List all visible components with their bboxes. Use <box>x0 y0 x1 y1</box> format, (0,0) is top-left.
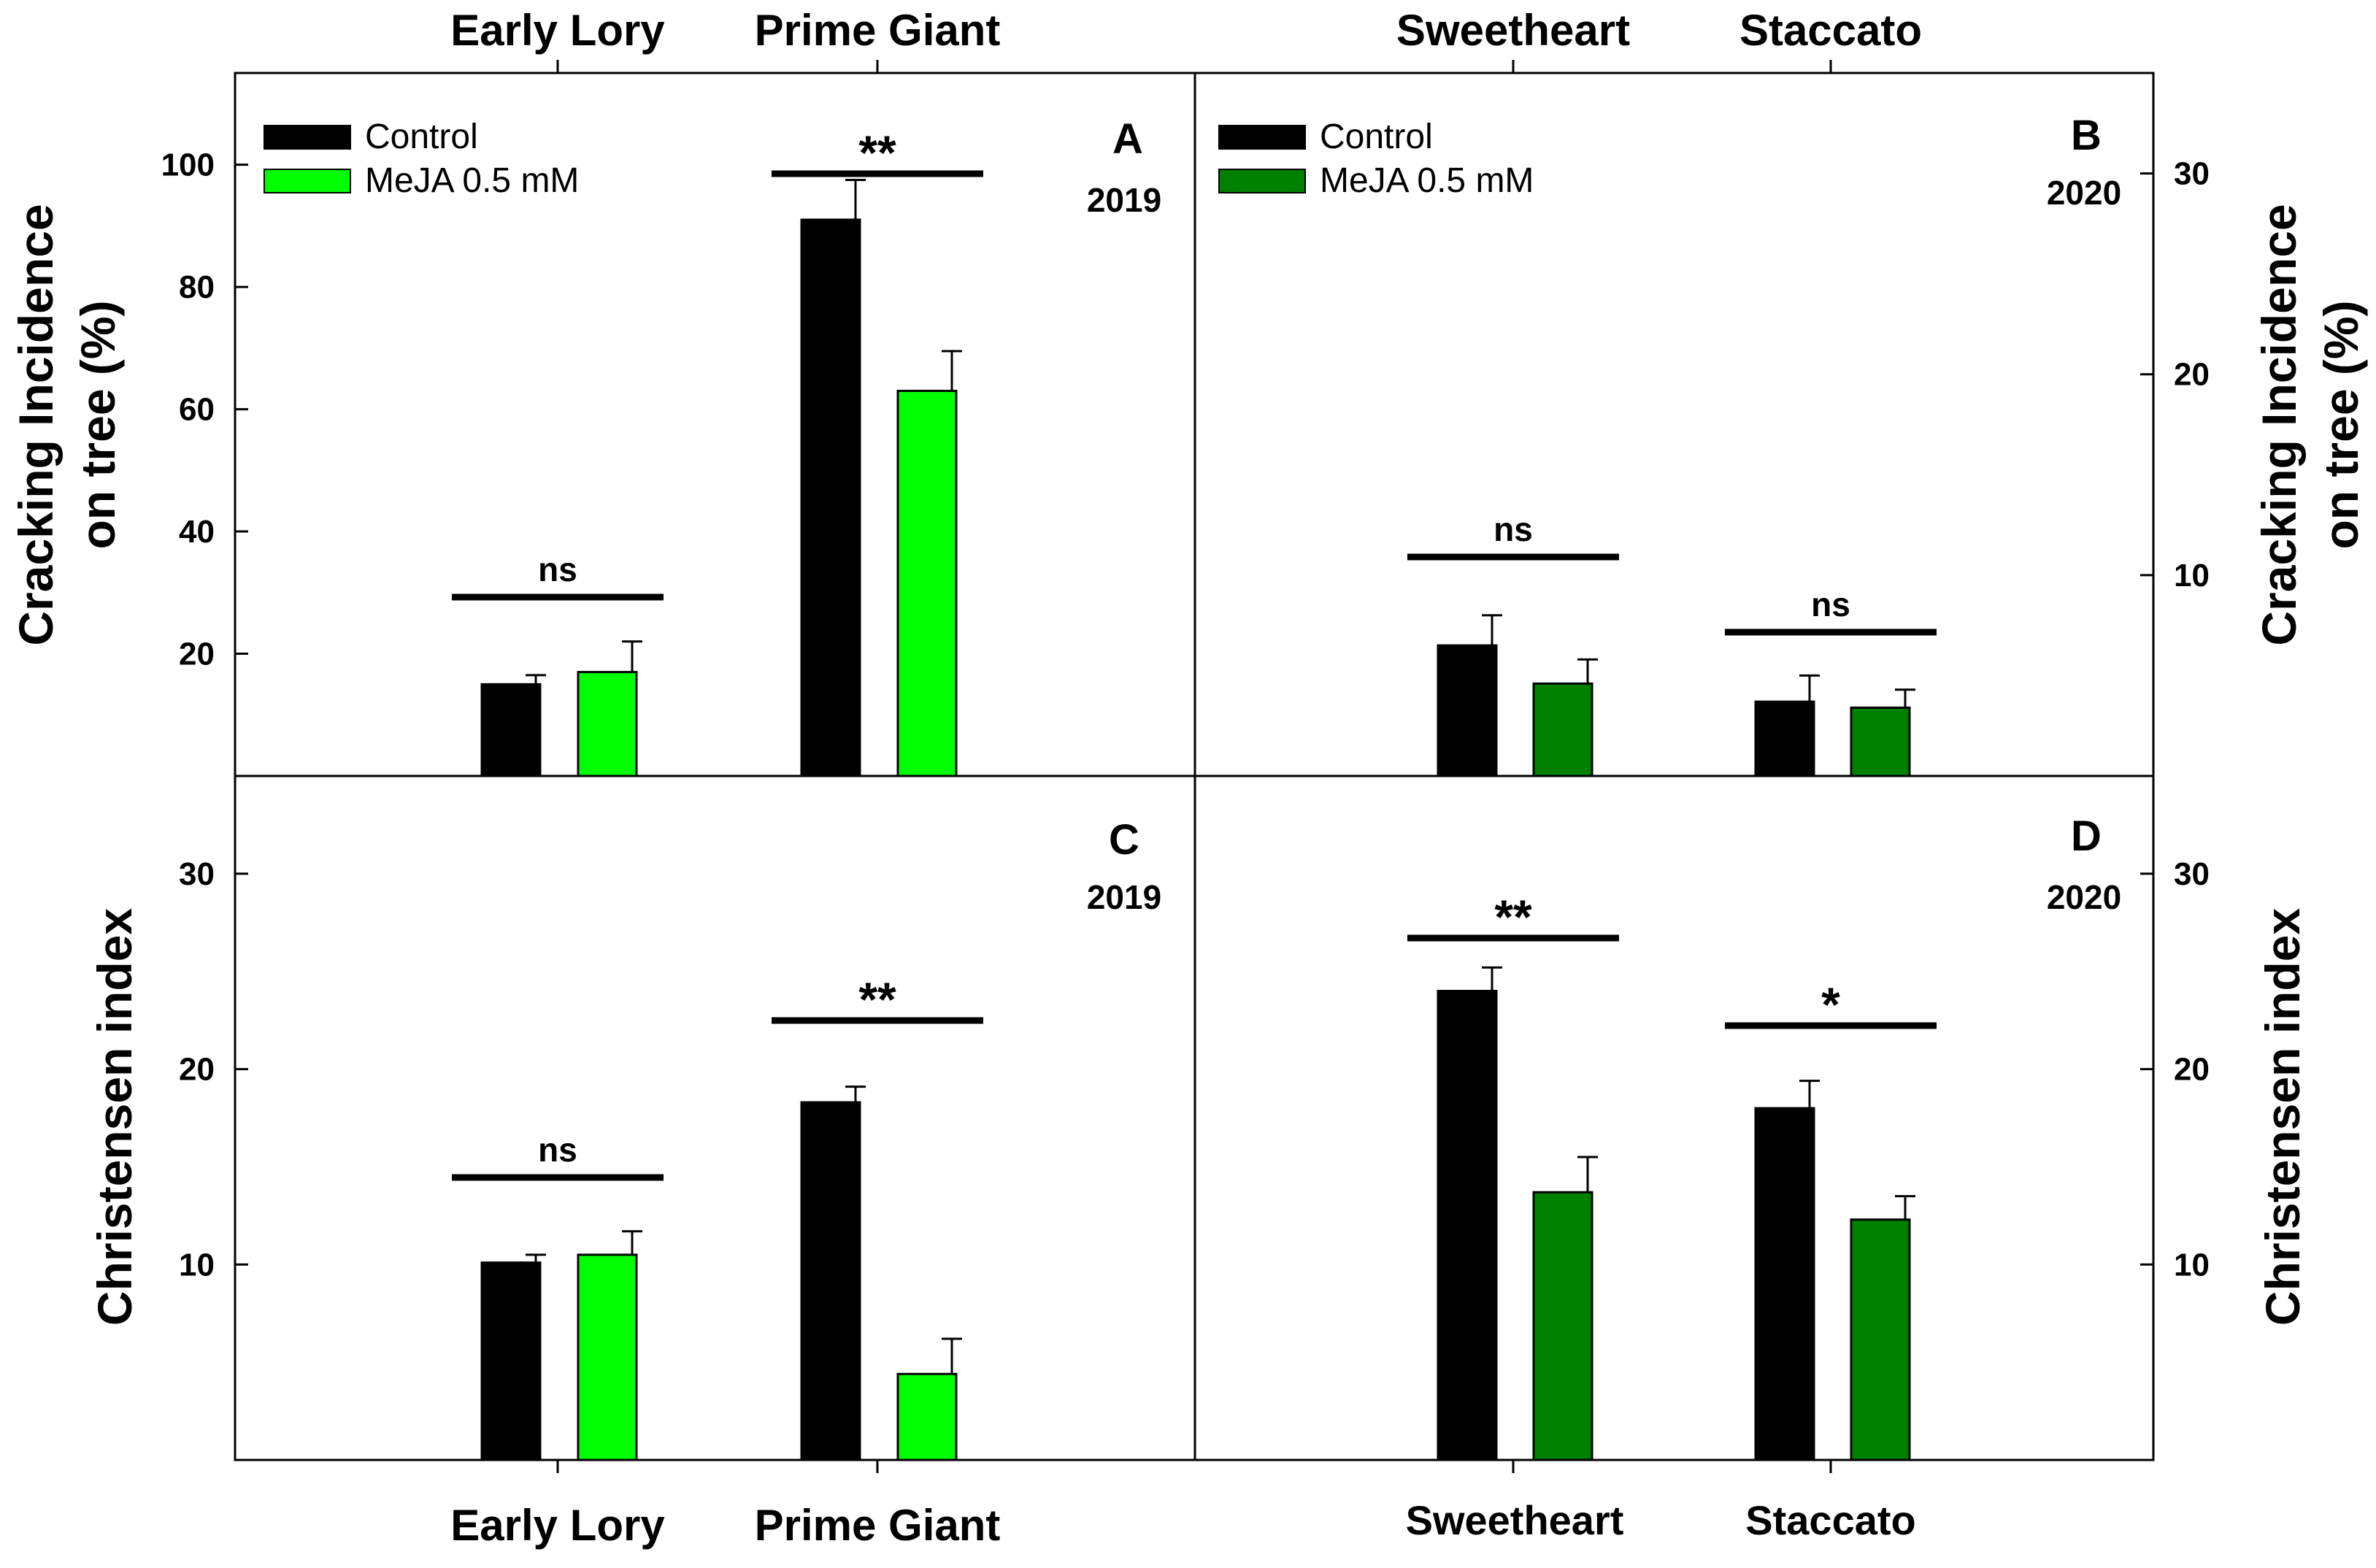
top-category-label-sweetheart: Sweetheart <box>1396 6 1630 55</box>
bar-a-meja-1 <box>896 389 958 777</box>
top-category-label-early-lory: Early Lory <box>450 6 665 55</box>
bar-b-control-0 <box>1437 644 1498 777</box>
legend-swatch-control-b <box>1218 125 1306 150</box>
panel-year-b: 2020 <box>2047 174 2121 212</box>
panel-letter-a: A <box>1112 115 1143 163</box>
y-tick-label-a-80: 80 <box>179 269 215 305</box>
bar-a-control-1 <box>800 218 861 777</box>
significance-label-b-1: ns <box>1811 585 1850 623</box>
y-tick-label-c-20: 20 <box>179 1052 215 1088</box>
significance-label-c-0: ns <box>538 1131 577 1169</box>
chart-marks: 20 40 60 80 100 ns ** 10 20 30 ns ns 10 20 30 ns ** 10 20 3… <box>161 60 2210 1473</box>
y-axis-title-top-left-line2: on tree (%) <box>71 300 125 549</box>
legend-b: Control MeJA 0.5 mM <box>1218 118 1534 200</box>
legend-label-meja-b: MeJA 0.5 mM <box>1320 161 1534 200</box>
y-tick-label-a-40: 40 <box>179 514 215 550</box>
panel-year-a: 2019 <box>1087 181 1161 219</box>
bar-d-control-1 <box>1754 1107 1815 1461</box>
legend-swatch-meja-b <box>1218 169 1306 193</box>
top-category-label-prime-giant: Prime Giant <box>755 6 1001 55</box>
y-axis-title-bottom-left: Christensen index <box>88 908 142 1326</box>
y-axis-title-top-right-line1: Cracking Incidence <box>2252 204 2306 645</box>
panel-letter-b: B <box>2071 112 2102 159</box>
bar-c-control-0 <box>480 1261 542 1461</box>
panel-letter-d: D <box>2071 812 2102 860</box>
significance-label-d-1: * <box>1821 977 1840 1031</box>
bar-b-meja-1 <box>1850 706 1911 777</box>
y-tick-label-a-20: 20 <box>179 637 215 672</box>
legend-a: Control MeJA 0.5 mM <box>264 118 579 200</box>
bottom-category-label-sweetheart: Sweetheart <box>1406 1497 1624 1543</box>
y-tick-label-a-60: 60 <box>179 392 215 428</box>
top-category-label-staccato: Staccato <box>1739 6 1922 55</box>
bar-a-control-0 <box>480 683 542 777</box>
significance-label-b-0: ns <box>1493 510 1533 548</box>
y-tick-label-b-20: 20 <box>2174 357 2210 393</box>
panel-letter-c: C <box>1109 816 1139 864</box>
legend-label-control-a: Control <box>365 118 478 156</box>
significance-label-a-1: ** <box>858 126 896 180</box>
bar-c-control-1 <box>800 1101 861 1461</box>
bar-b-meja-0 <box>1532 682 1593 777</box>
y-tick-label-d-20: 20 <box>2174 1052 2210 1088</box>
legend-label-control-b: Control <box>1320 118 1433 156</box>
legend-swatch-control-a <box>264 125 351 150</box>
y-axis-title-top-right-line2: on tree (%) <box>2314 300 2368 549</box>
y-tick-label-b-10: 10 <box>2174 558 2210 593</box>
bar-c-meja-1 <box>896 1372 958 1461</box>
bottom-category-label-early-lory: Early Lory <box>450 1501 665 1550</box>
significance-label-c-1: ** <box>858 972 896 1026</box>
bottom-category-label-staccato: Staccato <box>1745 1497 1915 1543</box>
y-tick-label-d-30: 30 <box>2174 856 2210 892</box>
bar-d-meja-1 <box>1850 1218 1911 1461</box>
bar-a-meja-0 <box>577 671 638 777</box>
panel-year-d: 2020 <box>2047 878 2121 916</box>
y-tick-label-a-100: 100 <box>161 147 215 183</box>
y-tick-label-c-10: 10 <box>179 1247 215 1283</box>
significance-label-a-0: ns <box>538 550 577 588</box>
bar-b-control-1 <box>1754 700 1815 777</box>
bar-d-meja-0 <box>1532 1191 1593 1461</box>
panel-year-c: 2019 <box>1087 878 1161 916</box>
legend-swatch-meja-a <box>264 169 351 193</box>
bottom-category-label-prime-giant: Prime Giant <box>755 1501 1001 1550</box>
bar-c-meja-0 <box>577 1253 638 1461</box>
y-tick-label-c-30: 30 <box>179 856 215 892</box>
y-axis-title-top-left-line1: Cracking Incidence <box>9 204 63 645</box>
significance-label-d-0: ** <box>1494 890 1532 944</box>
y-tick-label-b-30: 30 <box>2174 156 2210 192</box>
legend-label-meja-a: MeJA 0.5 mM <box>365 161 579 200</box>
bar-d-control-0 <box>1437 989 1498 1461</box>
y-tick-label-d-10: 10 <box>2174 1247 2210 1283</box>
y-axis-title-bottom-right: Christensen index <box>2256 908 2310 1326</box>
